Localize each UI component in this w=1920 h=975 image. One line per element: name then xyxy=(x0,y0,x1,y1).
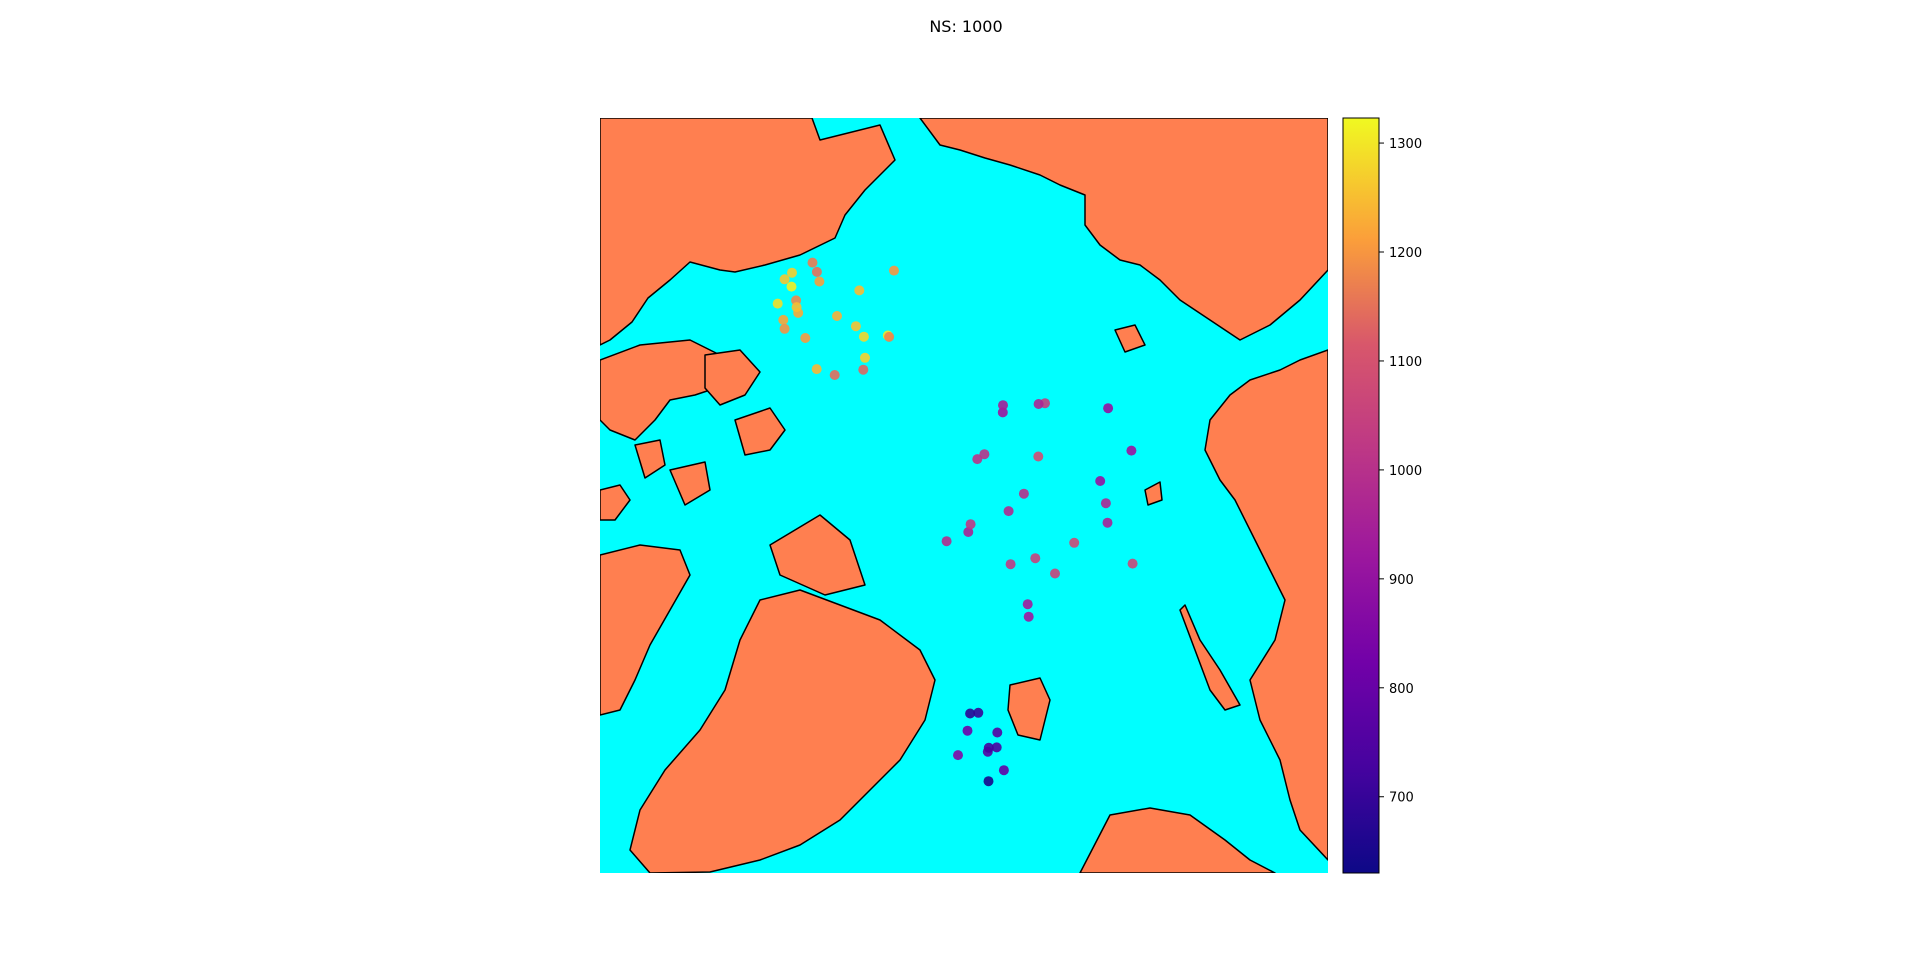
data-point xyxy=(979,449,990,460)
data-point xyxy=(786,281,797,292)
data-point xyxy=(829,370,840,380)
land-baffin xyxy=(600,544,691,716)
colorbar-tick-label: 1100 xyxy=(1389,355,1422,370)
data-point xyxy=(807,257,818,268)
data-point xyxy=(1126,445,1137,456)
data-point xyxy=(1127,558,1138,569)
data-point xyxy=(1100,498,1111,509)
land-canada-alaska xyxy=(600,118,896,346)
data-point xyxy=(1095,476,1106,486)
data-point xyxy=(850,321,861,332)
data-point xyxy=(889,265,899,276)
colorbar-tick-label: 900 xyxy=(1389,573,1414,588)
data-point xyxy=(992,727,1003,738)
colorbar-tick-label: 700 xyxy=(1389,791,1414,806)
data-point xyxy=(884,331,895,342)
data-point xyxy=(998,765,1009,776)
data-point xyxy=(965,519,976,530)
data-point xyxy=(772,298,783,309)
land-canadian-archipelago-3 xyxy=(634,439,666,479)
colorbar-tick-label: 1000 xyxy=(1389,464,1422,479)
land-canadian-archipelago-1 xyxy=(600,339,726,441)
data-point xyxy=(811,266,822,277)
data-point xyxy=(983,742,994,753)
data-point xyxy=(998,400,1008,411)
land-franz-josef xyxy=(1144,481,1163,506)
map-area xyxy=(600,118,1328,873)
data-point xyxy=(1018,488,1029,499)
data-point xyxy=(1003,506,1014,517)
data-point xyxy=(983,776,994,787)
data-point xyxy=(787,267,797,278)
data-point xyxy=(991,742,1002,753)
data-point xyxy=(1023,611,1034,622)
data-point xyxy=(962,725,973,736)
data-point xyxy=(791,302,802,313)
data-point xyxy=(1005,559,1016,570)
colorbar-gradient xyxy=(1342,117,1380,874)
data-point xyxy=(1103,403,1114,414)
data-point xyxy=(963,527,974,537)
data-point xyxy=(858,364,869,375)
data-point xyxy=(1033,399,1044,409)
land-svalbard xyxy=(1007,677,1051,741)
data-point xyxy=(811,364,822,375)
colorbar: 700 800 900 1000 1100 1200 1300 xyxy=(1342,117,1422,874)
data-point xyxy=(1033,451,1044,462)
data-point xyxy=(779,274,790,285)
colorbar-tick-label: 800 xyxy=(1389,682,1414,697)
colorbar-tick-label: 1300 xyxy=(1389,137,1422,152)
land-novaya-zemlya xyxy=(1179,604,1241,711)
land-canadian-archipelago-6 xyxy=(600,484,631,521)
data-point xyxy=(1102,517,1113,528)
data-point xyxy=(941,536,952,547)
data-point xyxy=(779,323,790,334)
land-greenland xyxy=(629,589,936,873)
data-point xyxy=(1069,537,1080,548)
land-scandinavia xyxy=(1079,807,1276,873)
data-point xyxy=(858,331,869,342)
data-point xyxy=(1030,553,1041,564)
colorbar-ticks: 700 800 900 1000 1100 1200 1300 xyxy=(1379,137,1422,806)
data-point xyxy=(778,314,789,325)
land-chukotka xyxy=(919,118,1328,341)
data-point xyxy=(854,285,865,296)
data-point xyxy=(814,276,825,287)
land-canadian-archipelago-4 xyxy=(669,461,711,506)
land-wrangel-island xyxy=(1114,324,1146,353)
data-point xyxy=(1022,599,1033,610)
data-point xyxy=(997,407,1008,418)
data-point xyxy=(1050,568,1060,579)
data-point xyxy=(860,352,870,363)
data-point xyxy=(973,707,984,718)
data-point xyxy=(832,311,842,321)
data-point xyxy=(953,750,963,761)
figure-title: NS: 1000 xyxy=(929,17,1003,36)
data-point xyxy=(800,333,811,343)
data-points xyxy=(772,257,1138,787)
land-canadian-archipelago-5 xyxy=(734,407,786,456)
land-canadian-archipelago-2 xyxy=(704,349,761,406)
data-point xyxy=(972,454,983,465)
data-point xyxy=(965,708,976,719)
colorbar-tick-label: 1200 xyxy=(1389,246,1422,261)
land-russia-siberia xyxy=(1204,349,1328,861)
land-canadian-archipelago-7 xyxy=(769,514,866,596)
